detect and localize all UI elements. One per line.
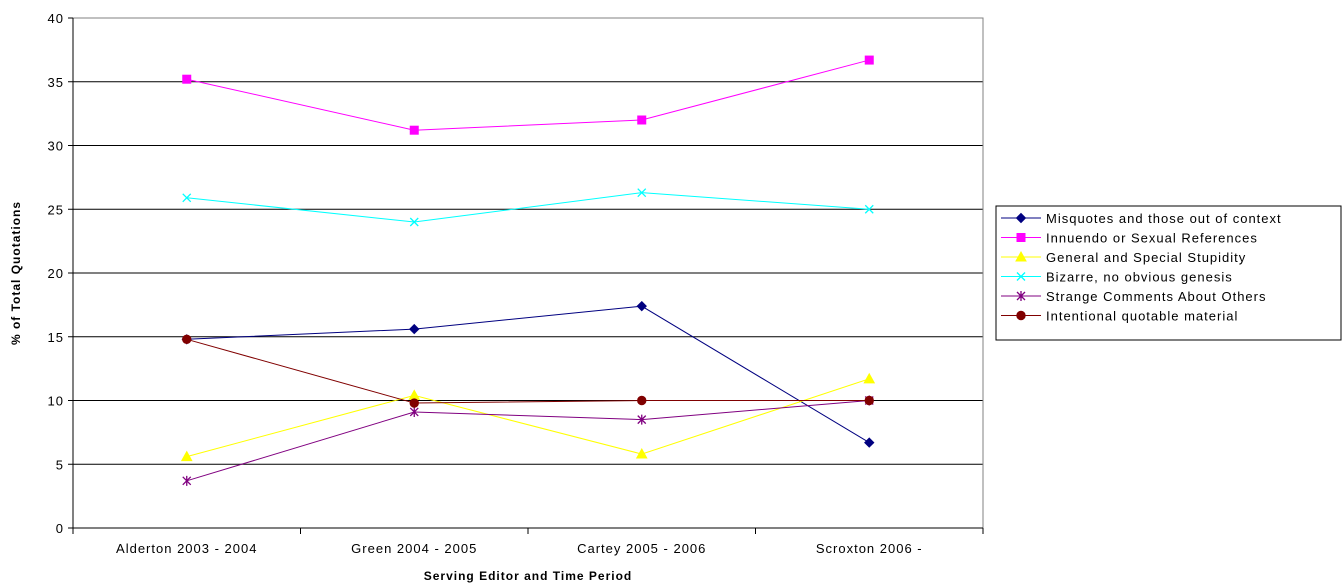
legend-label: Misquotes and those out of context [1046,211,1282,226]
legend-label: Innuendo or Sexual References [1046,231,1258,246]
data-point [637,115,647,125]
y-tick-label: 20 [48,266,64,281]
series-line [186,400,870,482]
series-5 [182,334,874,408]
legend-item: Innuendo or Sexual References [1001,231,1258,246]
legend-item: Strange Comments About Others [1001,289,1266,304]
y-tick-label: 10 [48,394,64,409]
series-4 [182,395,874,486]
x-tick-label: Cartey 2005 - 2006 [577,541,706,556]
data-point [182,193,192,203]
legend-item: Misquotes and those out of context [1001,211,1282,226]
legend-label: Strange Comments About Others [1046,289,1266,304]
legend-label: Bizarre, no obvious genesis [1046,270,1233,285]
y-tick-label: 5 [56,457,64,472]
legend-label: General and Special Stupidity [1046,250,1246,265]
data-point [637,188,647,198]
series-line [186,59,870,131]
data-point [637,414,647,425]
data-point [635,448,648,459]
data-point [864,395,874,406]
x-axis-title: Serving Editor and Time Period [424,569,632,583]
series-line [186,338,870,404]
data-point [637,395,647,406]
y-tick-label: 0 [56,521,64,536]
legend-marker [1016,272,1026,281]
data-point [409,217,419,227]
gridlines [73,17,983,465]
series-1 [182,55,874,135]
legend-item: Bizarre, no obvious genesis [1001,270,1233,285]
y-tick-label: 40 [48,11,64,26]
data-point [182,334,192,344]
series-line [186,305,870,444]
legend: Misquotes and those out of context Innuen… [995,205,1342,341]
legend-marker [1016,291,1026,301]
series-line [186,378,870,458]
data-point [863,372,876,384]
legend-marker [1016,233,1026,242]
data-point [864,437,875,448]
legend-marker [1015,250,1027,262]
x-tick-label: Alderton 2003 - 2004 [116,541,257,556]
x-tick-label: Scroxton 2006 - [816,541,923,556]
data-point [636,300,647,312]
y-tick-label: 30 [48,139,64,154]
x-tick-labels: Alderton 2003 - 2004 Green 2004 - 2005 Car… [116,541,923,556]
series-line [186,192,870,223]
data-point [182,475,192,486]
data-point [180,450,193,462]
data-point [409,406,419,417]
x-tick-label: Green 2004 - 2005 [351,541,477,556]
y-axis-title: % of Total Quotations [9,201,23,345]
series-2 [180,372,876,462]
legend-item: Intentional quotable material [1001,309,1238,324]
data-point [864,55,874,65]
data-point [864,204,874,214]
legend-box [995,205,1342,341]
axes [68,17,984,534]
data-point [182,74,192,84]
series-group [180,55,876,486]
y-tick-label: 35 [48,75,64,90]
data-point [409,323,420,335]
legend-item: General and Special Stupidity [1001,250,1246,265]
data-point [408,389,421,400]
legend-marker [1016,310,1026,321]
y-tick-label: 15 [48,330,64,345]
legend-marker [1015,212,1027,224]
data-point [409,398,419,408]
y-tick-labels: 0 5 10 15 20 25 30 35 40 [48,11,64,536]
series-0 [181,300,875,448]
y-tick-label: 25 [48,202,64,217]
data-point [409,125,419,135]
legend-label: Intentional quotable material [1046,309,1238,324]
series-3 [182,188,874,227]
